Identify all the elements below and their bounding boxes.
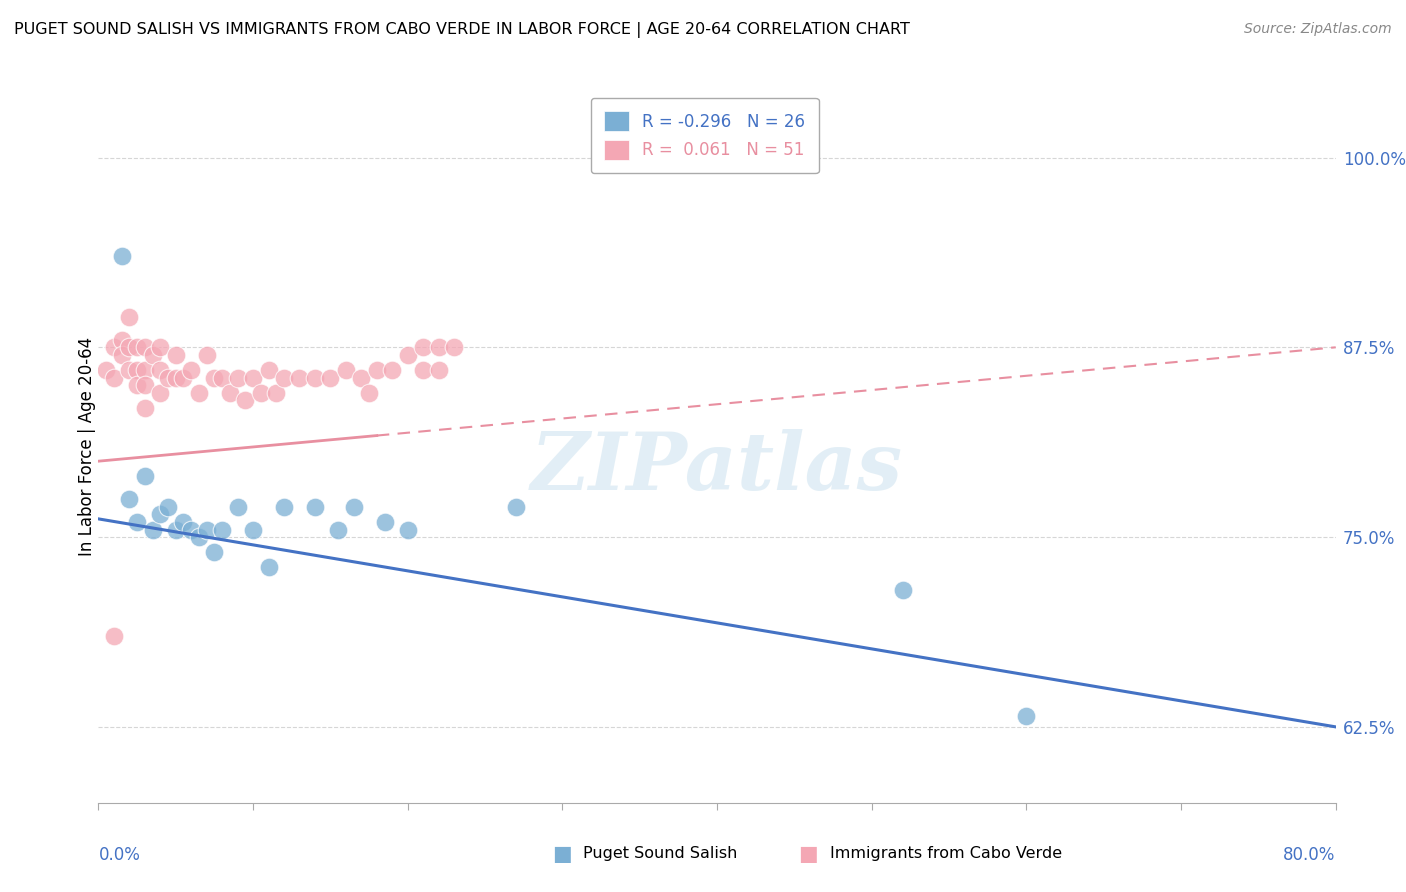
- Text: ■: ■: [553, 844, 572, 863]
- Point: [211, 370, 233, 384]
- Point: [226, 370, 249, 384]
- Point: [381, 363, 404, 377]
- Point: [180, 523, 202, 537]
- Point: [242, 370, 264, 384]
- Point: [127, 340, 149, 354]
- Text: PUGET SOUND SALISH VS IMMIGRANTS FROM CABO VERDE IN LABOR FORCE | AGE 20-64 CORR: PUGET SOUND SALISH VS IMMIGRANTS FROM CA…: [14, 22, 910, 38]
- Point: [173, 370, 195, 384]
- Point: [188, 530, 211, 544]
- Point: [396, 523, 419, 537]
- Point: [149, 363, 172, 377]
- Point: [1015, 709, 1038, 723]
- Point: [165, 370, 187, 384]
- Point: [127, 363, 149, 377]
- Point: [204, 545, 226, 559]
- Point: [149, 385, 172, 400]
- Point: [165, 348, 187, 362]
- Text: Immigrants from Cabo Verde: Immigrants from Cabo Verde: [830, 847, 1062, 861]
- Point: [242, 523, 264, 537]
- Point: [103, 340, 125, 354]
- Point: [427, 363, 450, 377]
- Point: [257, 363, 280, 377]
- Point: [335, 363, 357, 377]
- Point: [235, 393, 257, 408]
- Point: [343, 500, 366, 514]
- Point: [412, 363, 434, 377]
- Text: 80.0%: 80.0%: [1284, 846, 1336, 863]
- Point: [396, 348, 419, 362]
- Point: [195, 523, 218, 537]
- Point: [319, 370, 342, 384]
- Point: [188, 385, 211, 400]
- Point: [103, 370, 125, 384]
- Point: [257, 560, 280, 574]
- Point: [891, 583, 914, 598]
- Text: ■: ■: [799, 844, 818, 863]
- Text: Source: ZipAtlas.com: Source: ZipAtlas.com: [1244, 22, 1392, 37]
- Point: [374, 515, 396, 529]
- Point: [96, 363, 118, 377]
- Point: [304, 500, 326, 514]
- Point: [134, 469, 156, 483]
- Point: [180, 363, 202, 377]
- Point: [165, 523, 187, 537]
- Point: [350, 370, 373, 384]
- Point: [326, 523, 350, 537]
- Point: [366, 363, 388, 377]
- Point: [173, 515, 195, 529]
- Point: [443, 340, 465, 354]
- Point: [149, 508, 172, 522]
- Point: [149, 340, 172, 354]
- Point: [219, 385, 242, 400]
- Text: Puget Sound Salish: Puget Sound Salish: [583, 847, 738, 861]
- Point: [505, 500, 527, 514]
- Point: [127, 378, 149, 392]
- Point: [111, 348, 134, 362]
- Point: [111, 333, 134, 347]
- Y-axis label: In Labor Force | Age 20-64: In Labor Force | Age 20-64: [79, 336, 96, 556]
- Point: [304, 370, 326, 384]
- Point: [157, 500, 180, 514]
- Point: [273, 500, 295, 514]
- Point: [118, 492, 141, 507]
- Text: ZIPatlas: ZIPatlas: [531, 429, 903, 506]
- Point: [134, 378, 156, 392]
- Point: [142, 523, 165, 537]
- Point: [134, 340, 156, 354]
- Point: [288, 370, 311, 384]
- Legend: R = -0.296   N = 26, R =  0.061   N = 51: R = -0.296 N = 26, R = 0.061 N = 51: [591, 97, 818, 173]
- Point: [157, 370, 180, 384]
- Point: [103, 629, 125, 643]
- Point: [427, 340, 450, 354]
- Point: [250, 385, 273, 400]
- Point: [118, 363, 141, 377]
- Point: [357, 385, 380, 400]
- Point: [134, 401, 156, 415]
- Point: [118, 340, 141, 354]
- Point: [273, 370, 295, 384]
- Point: [204, 370, 226, 384]
- Point: [211, 523, 233, 537]
- Point: [127, 515, 149, 529]
- Point: [412, 340, 434, 354]
- Point: [134, 363, 156, 377]
- Point: [111, 249, 134, 263]
- Point: [226, 500, 249, 514]
- Point: [195, 348, 218, 362]
- Text: 0.0%: 0.0%: [98, 846, 141, 863]
- Point: [142, 348, 165, 362]
- Point: [118, 310, 141, 324]
- Point: [266, 385, 288, 400]
